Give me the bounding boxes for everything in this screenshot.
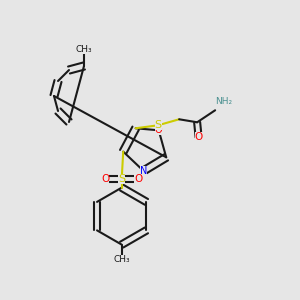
Text: S: S	[154, 120, 162, 130]
Text: CH₃: CH₃	[113, 255, 130, 264]
Text: O: O	[101, 174, 109, 184]
Text: N: N	[140, 166, 147, 176]
Text: O: O	[194, 132, 203, 142]
Text: CH₃: CH₃	[76, 45, 92, 54]
Text: O: O	[155, 125, 163, 135]
Text: S: S	[118, 174, 125, 184]
Text: O: O	[134, 174, 142, 184]
Text: NH₂: NH₂	[215, 97, 232, 106]
